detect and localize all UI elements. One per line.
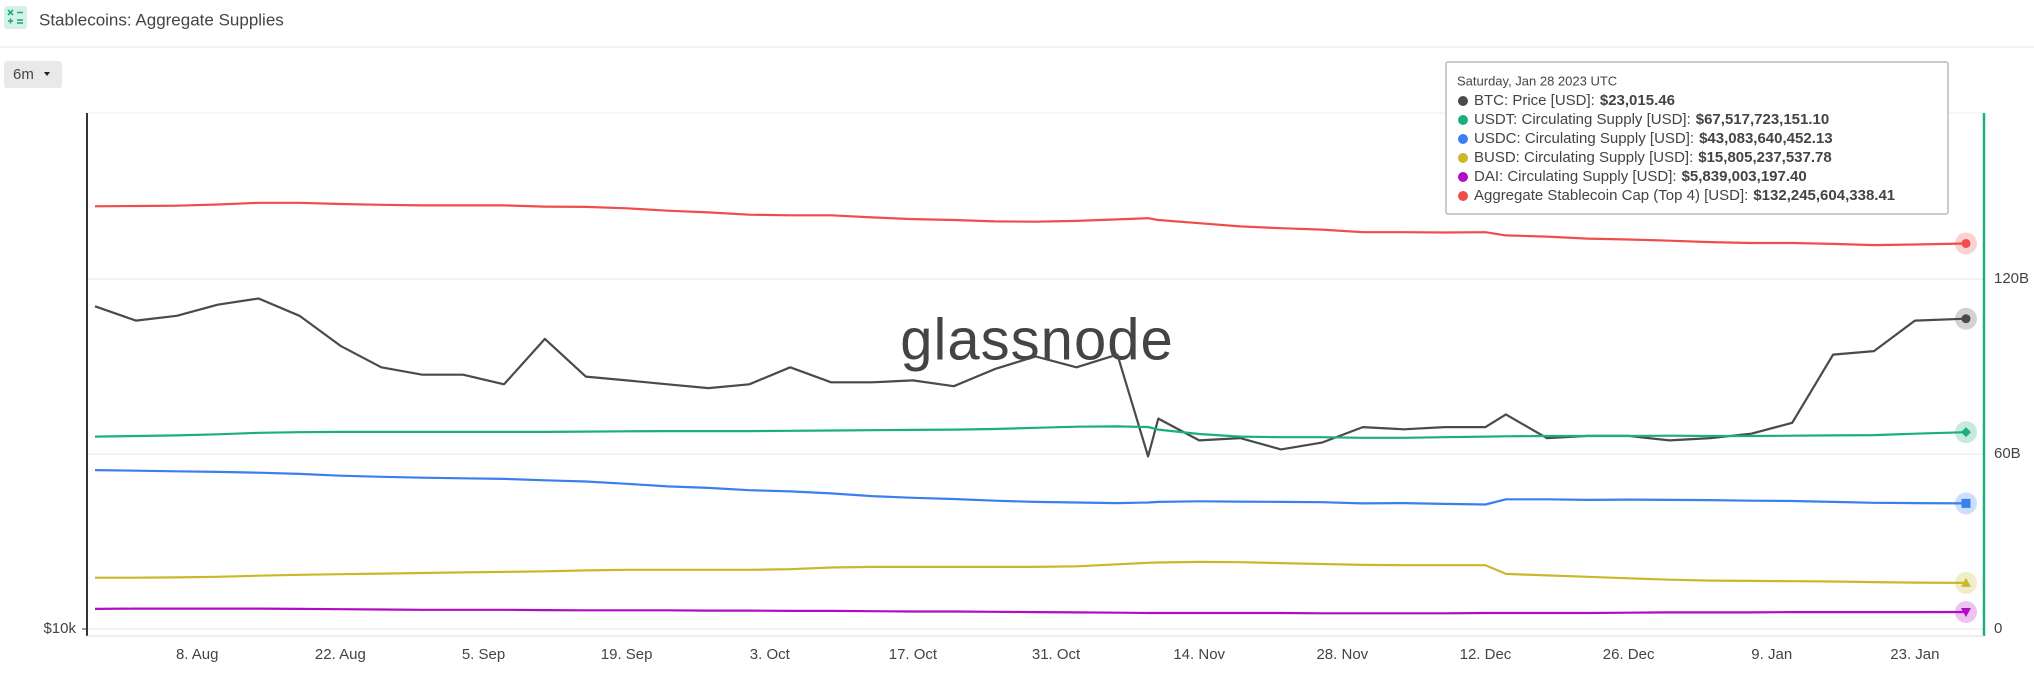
range-caret[interactable]	[44, 72, 50, 76]
series-line	[94, 607, 1967, 615]
tooltip: Saturday, Jan 28 2023 UTC BTC: Price [USD…	[1445, 61, 1949, 215]
tooltip-dot	[1458, 191, 1468, 201]
tooltip-label: Aggregate Stablecoin Cap (Top 4) [USD]:	[1474, 187, 1748, 204]
x-tick-label: 5. Sep	[462, 646, 505, 663]
y2-tick-label: 0	[1994, 620, 2002, 637]
end-marker-symbol	[1961, 314, 1971, 324]
tooltip-dot	[1458, 172, 1468, 182]
tooltip-label: USDT: Circulating Supply [USD]:	[1474, 111, 1691, 128]
page-title: Stablecoins: Aggregate Supplies	[39, 10, 284, 29]
x-tick-label: 3. Oct	[750, 646, 791, 663]
end-marker	[1955, 232, 1977, 255]
series-line	[94, 201, 1967, 247]
tooltip-value: $23,015.46	[1600, 92, 1675, 109]
end-marker-symbol	[1961, 427, 1971, 438]
app-icon-glyph	[7, 9, 23, 24]
tooltip-dot	[1458, 115, 1468, 125]
tooltip-value: $67,517,723,151.10	[1696, 111, 1829, 128]
x-tick-label: 23. Jan	[1890, 646, 1939, 663]
series-line	[95, 560, 1967, 584]
tooltip-label: USDC: Circulating Supply [USD]:	[1474, 130, 1694, 147]
watermark: glassnode	[900, 307, 1173, 372]
end-marker-symbol	[1961, 498, 1971, 508]
tooltip-value: $15,805,237,537.78	[1698, 149, 1831, 166]
tooltip-label: DAI: Circulating Supply [USD]:	[1474, 168, 1677, 185]
x-tick-label: 26. Dec	[1603, 646, 1655, 663]
end-marker	[1955, 307, 1977, 330]
end-marker	[1955, 492, 1977, 515]
end-marker	[1955, 571, 1977, 594]
y2-tick-label: 60B	[1994, 445, 2021, 462]
end-marker	[1955, 421, 1977, 444]
tooltip-date: Saturday, Jan 28 2023 UTC	[1457, 73, 1617, 88]
tooltip-dot	[1458, 134, 1468, 144]
tooltip-value: $43,083,640,452.13	[1699, 130, 1832, 147]
x-tick-label: 22. Aug	[315, 646, 366, 663]
y2-tick-label: 120B	[1994, 270, 2029, 287]
end-marker-symbol	[1961, 607, 1971, 617]
tooltip-box	[1445, 61, 1949, 215]
series-line	[94, 469, 1967, 506]
x-tick-label: 31. Oct	[1032, 646, 1081, 663]
tooltip-dot	[1458, 96, 1468, 106]
x-tick-label: 19. Sep	[601, 646, 653, 663]
tooltip-value: $5,839,003,197.40	[1682, 168, 1807, 185]
end-marker-symbol	[1961, 238, 1971, 248]
tooltip-label: BTC: Price [USD]:	[1474, 92, 1595, 109]
tooltip-label: BUSD: Circulating Supply [USD]:	[1474, 149, 1693, 166]
range-label[interactable]: 6m	[13, 66, 34, 83]
x-tick-label: 12. Dec	[1460, 646, 1512, 663]
x-tick-label: 17. Oct	[889, 646, 938, 663]
x-tick-label: 9. Jan	[1751, 646, 1792, 663]
app-icon	[4, 6, 27, 29]
x-tick-label: 14. Nov	[1173, 646, 1225, 663]
end-marker	[1955, 600, 1977, 623]
end-marker-symbol	[1961, 577, 1971, 587]
series-line	[94, 425, 1967, 439]
tooltip-dot	[1458, 153, 1468, 163]
tooltip-value: $132,245,604,338.41	[1753, 187, 1895, 204]
x-tick-label: 8. Aug	[176, 646, 219, 663]
x-tick-label: 28. Nov	[1316, 646, 1368, 663]
y-tick-label: $10k	[43, 620, 76, 637]
range-button[interactable]	[4, 61, 62, 88]
